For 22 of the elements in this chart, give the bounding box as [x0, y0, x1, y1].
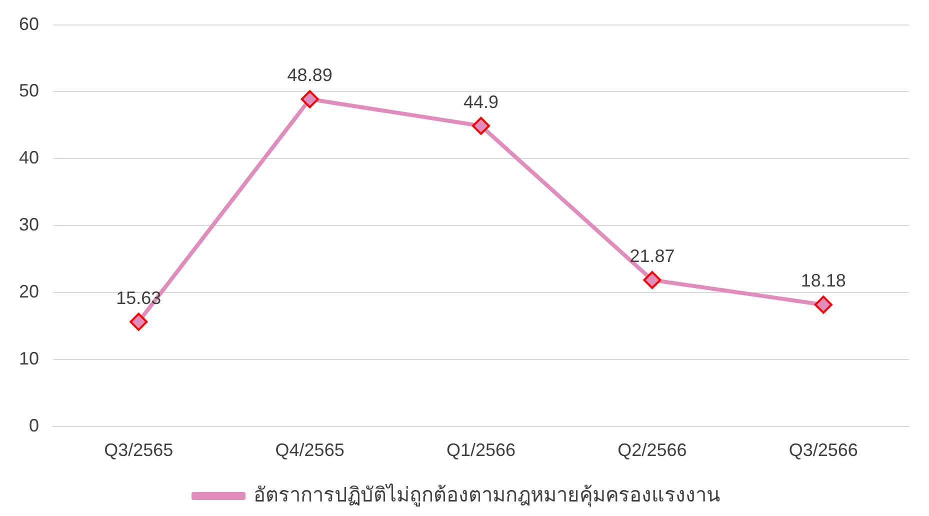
point: [130, 312, 148, 331]
x-tick-label: Q2/2566: [618, 440, 687, 460]
y-tick-label: 50: [18, 80, 40, 101]
point: [643, 271, 662, 290]
point: [472, 116, 490, 135]
data-label: 48.89: [287, 65, 332, 86]
data-label: 44.9: [463, 92, 499, 112]
y-tick-label: 30: [18, 214, 40, 235]
y-tick-label: 10: [18, 348, 40, 368]
point: [300, 90, 319, 108]
x-tick-label: Q3/2565: [104, 440, 174, 460]
x-tick-label: Q1/2566: [446, 440, 516, 460]
legend-label: อัตราการปฏิบัติไม่ถูกต้องตามกฎหมายคุ้มครองแรงงาน: [254, 484, 720, 508]
point: [814, 296, 832, 314]
x-tick-label: Q3/2566: [788, 440, 858, 460]
y-tick-label: 20: [18, 282, 40, 302]
y-tick-label: 0: [29, 415, 40, 436]
y-tick-label: 40: [18, 148, 40, 168]
data-label: 18.18: [800, 270, 846, 291]
data-label: 21.87: [630, 246, 675, 266]
y-tick-label: 60: [18, 14, 40, 34]
x-tick-label: Q4/2565: [275, 440, 344, 460]
